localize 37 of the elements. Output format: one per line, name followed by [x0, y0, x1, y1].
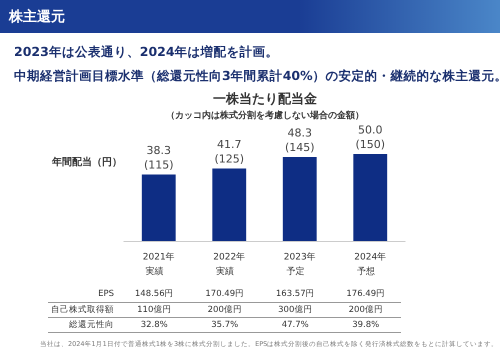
text: 実績: [214, 266, 235, 279]
text: 中期経営計画目標水準（総還元性向3年間累計40%）の安定的・継続的な株主還元。: [14, 66, 500, 85]
x-tick-label: 2024年: [354, 252, 386, 262]
text: 163.57円: [260, 287, 330, 302]
text: 170.49円: [190, 287, 260, 302]
text: 自己株式取得額: [48, 302, 119, 318]
text: 200億円: [330, 302, 401, 318]
chart-subtitle: （カッコ内は株式分割を考慮しない場合の金額）: [166, 110, 364, 122]
x-tick-label: 2021年: [142, 252, 175, 262]
y-axis-title: 年間配当（円）: [52, 156, 122, 170]
chart-title: 一株当たり配当金: [212, 91, 318, 109]
data-label: 50.0 (150): [355, 124, 386, 151]
x-tick-label: 2022年: [213, 252, 246, 262]
bar: [353, 154, 388, 242]
text: 2023年は公表通り、2024年は増配を計画。: [14, 43, 280, 61]
text: 176.49円: [330, 287, 401, 302]
bar: [282, 156, 317, 242]
data-label: 38.3 (115): [144, 144, 174, 172]
bar: [142, 174, 176, 242]
text: 110億円: [119, 302, 190, 318]
text: 予定: [285, 266, 306, 279]
x-tick-label: 2023年: [284, 252, 316, 262]
data-label: 41.7 (125): [214, 138, 244, 166]
text: 総還元性向: [48, 317, 119, 332]
data-label: 48.3 (145): [284, 126, 315, 154]
text: 32.8%: [119, 317, 190, 332]
text: 予想: [356, 266, 376, 279]
text: 39.8%: [330, 317, 401, 332]
text: 35.7%: [190, 317, 260, 332]
text: 300億円: [260, 302, 330, 318]
text: 47.7%: [260, 317, 330, 332]
text: EPS: [48, 287, 119, 302]
text: 148.56円: [119, 287, 190, 302]
text: 株主還元: [9, 8, 65, 27]
bar: [212, 168, 246, 242]
text: 実績: [144, 266, 164, 279]
text: 200億円: [190, 302, 260, 318]
